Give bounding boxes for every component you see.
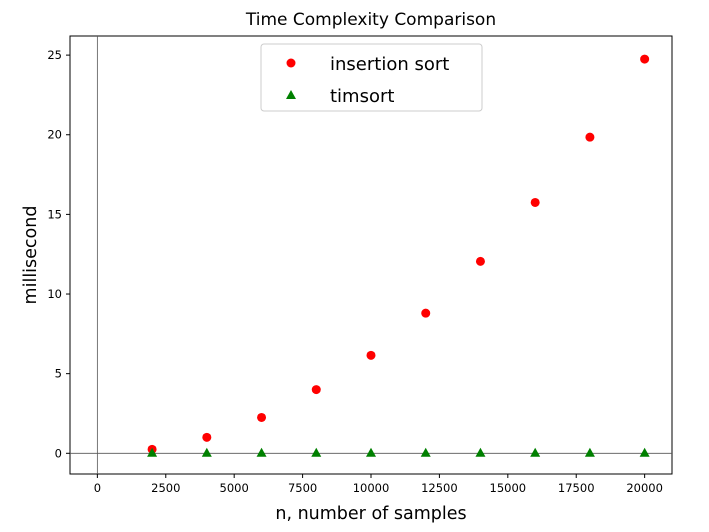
data-point-insertion-sort	[585, 132, 595, 142]
x-tick-label: 20000	[626, 481, 663, 495]
data-point-insertion-sort	[366, 350, 376, 360]
data-point-insertion-sort	[311, 385, 321, 395]
y-tick-label: 10	[47, 287, 62, 301]
x-tick-label: 0	[94, 481, 101, 495]
y-tick-label: 15	[47, 207, 62, 221]
x-axis-ticks: 0 2500 5000 7500 10000 12500 15000 17500 20000	[94, 474, 663, 495]
data-point-insertion-sort	[257, 412, 267, 422]
y-tick-label: 20	[47, 128, 62, 142]
x-tick-label: 5000	[220, 481, 249, 495]
x-tick-label: 15000	[490, 481, 527, 495]
data-point-timsort	[311, 447, 322, 457]
x-tick-label: 17500	[558, 481, 595, 495]
data-point-timsort	[584, 447, 595, 457]
data-point-timsort	[420, 447, 431, 457]
data-point-timsort	[639, 447, 650, 457]
y-axis-ticks: 0 5 10 15 20 25	[47, 48, 70, 460]
legend: insertion sort timsort	[260, 43, 483, 112]
data-point-timsort	[147, 447, 158, 457]
data-point-insertion-sort	[475, 256, 485, 266]
x-axis-label: n, number of samples	[275, 504, 466, 524]
data-point-timsort	[475, 447, 486, 457]
y-tick-label: 25	[47, 48, 62, 62]
marks-layer	[147, 54, 650, 457]
data-point-timsort	[256, 447, 267, 457]
data-point-timsort	[530, 447, 541, 457]
y-tick-label: 0	[55, 446, 62, 460]
data-point-timsort	[366, 447, 376, 457]
x-tick-label: 10000	[353, 481, 390, 495]
data-point-insertion-sort	[421, 308, 431, 318]
y-tick-label: 5	[55, 367, 62, 381]
x-tick-label: 2500	[151, 481, 180, 495]
data-point-insertion-sort	[202, 432, 212, 442]
data-point-insertion-sort	[530, 197, 540, 207]
chart-title: Time Complexity Comparison	[245, 10, 496, 30]
y-axis-label: millisecond	[21, 206, 41, 305]
legend-label-timsort: timsort	[330, 86, 394, 107]
legend-label-insertion-sort: insertion sort	[330, 54, 449, 75]
data-point-timsort	[201, 447, 212, 457]
data-point-insertion-sort	[640, 54, 650, 64]
legend-frame	[260, 43, 483, 112]
x-tick-label: 7500	[288, 481, 317, 495]
x-tick-label: 12500	[421, 481, 458, 495]
legend-marker-timsort	[286, 90, 296, 99]
legend-marker-insertion-sort	[286, 58, 296, 68]
